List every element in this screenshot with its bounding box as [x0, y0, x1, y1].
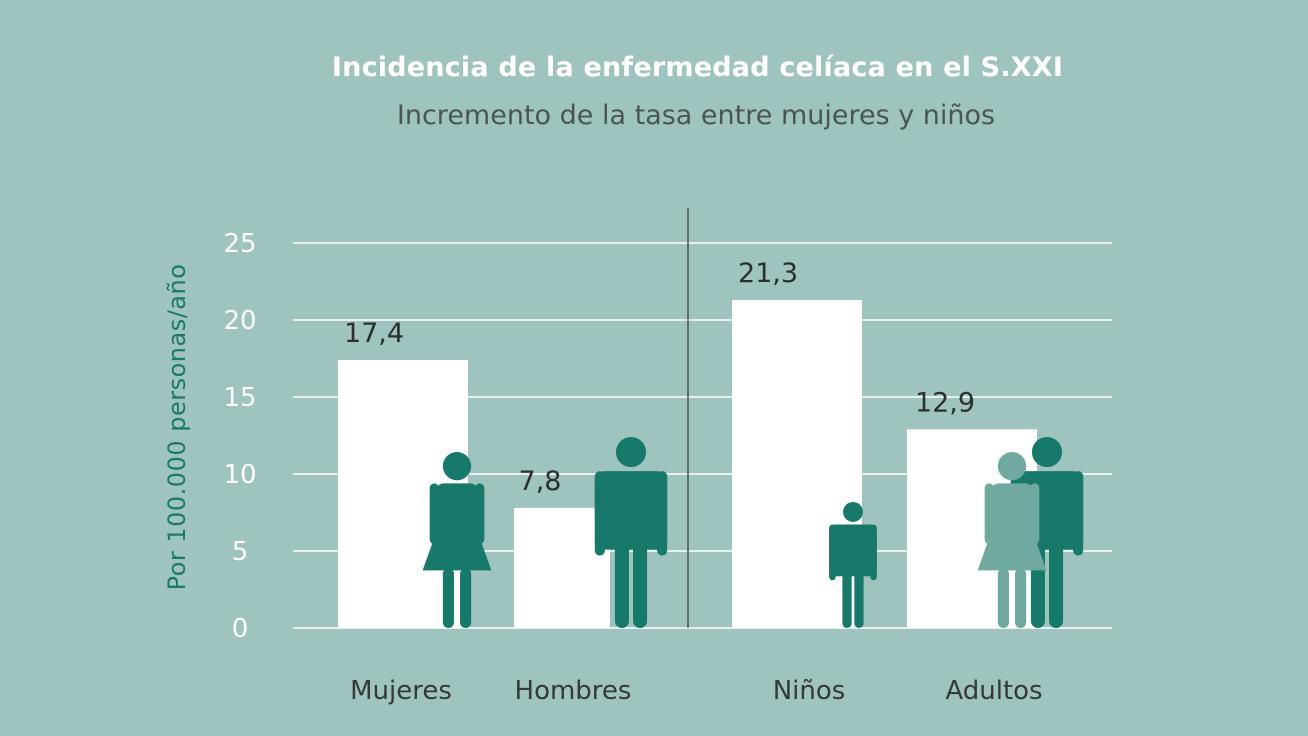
y-tick-label: 0: [232, 614, 249, 644]
y-tick-label: 5: [232, 537, 249, 567]
chart-title: Incidencia de la enfermedad celíaca en e…: [331, 52, 1064, 83]
man-icon: [594, 437, 668, 628]
data-label: 17,4: [344, 318, 404, 349]
child-icon: [829, 502, 877, 628]
data-label: 21,3: [738, 258, 798, 289]
data-label: 12,9: [915, 387, 975, 418]
bar-hombres: [514, 507, 610, 628]
chart-subtitle: Incremento de la tasa entre mujeres y ni…: [396, 100, 996, 131]
woman-icon: [422, 452, 492, 628]
category-label: Adultos: [945, 676, 1042, 706]
category-label: Hombres: [515, 676, 632, 706]
category-label: Niños: [773, 676, 846, 706]
y-tick-label: 20: [223, 306, 256, 336]
y-tick-label: 10: [223, 460, 256, 490]
category-label: Mujeres: [350, 676, 452, 706]
y-tick-label: 25: [223, 229, 256, 259]
data-label: 7,8: [519, 466, 562, 497]
y-tick-label: 15: [223, 383, 256, 413]
woman-icon: [977, 452, 1047, 628]
